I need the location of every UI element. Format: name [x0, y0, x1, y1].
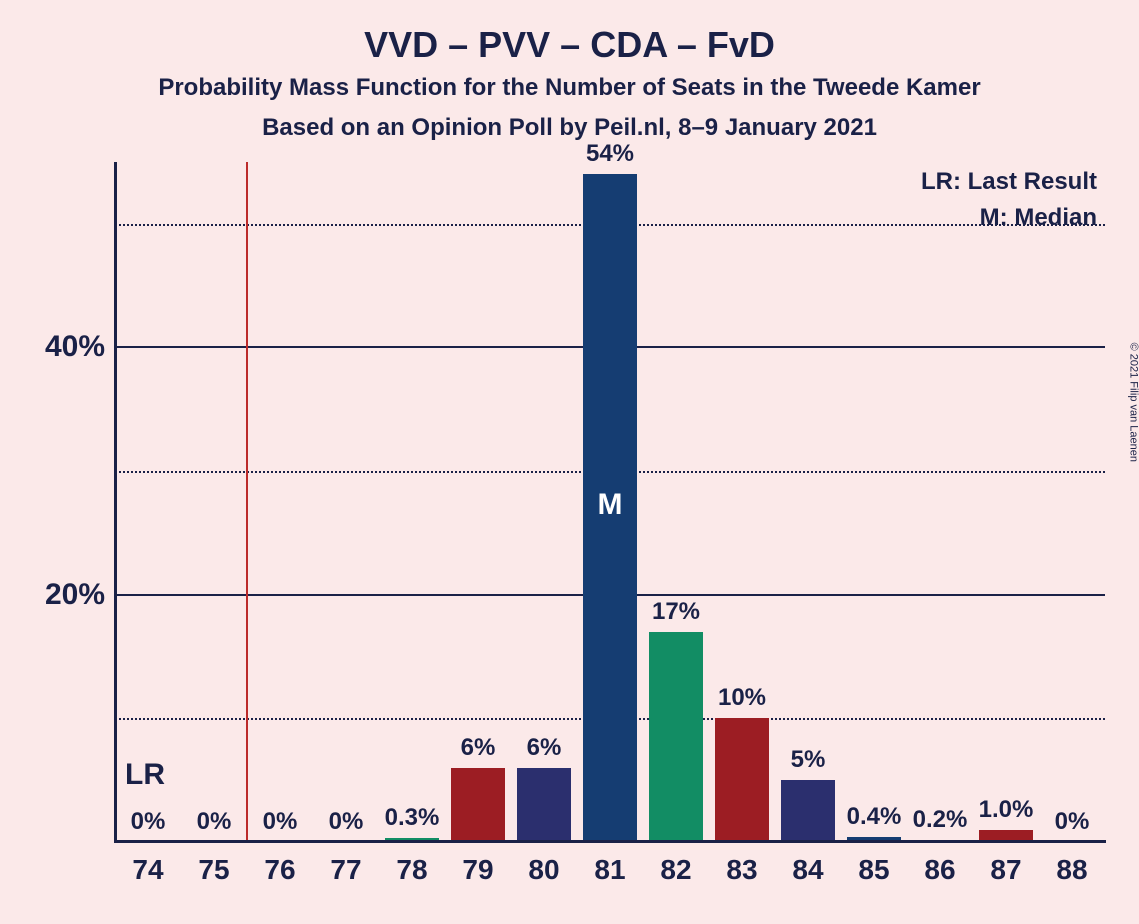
bar-value-label: 0% — [131, 808, 166, 836]
bar-value-label: 0% — [1055, 808, 1090, 836]
xtick-label: 82 — [660, 842, 691, 886]
chart-subtitle-1: Probability Mass Function for the Number… — [0, 74, 1139, 102]
xtick-label: 77 — [330, 842, 361, 886]
bar-value-label: 0% — [329, 808, 364, 836]
xtick-label: 76 — [264, 842, 295, 886]
bar — [781, 780, 835, 842]
last-result-line — [246, 162, 248, 842]
bar-value-label: 1.0% — [979, 796, 1034, 824]
bar-value-label: 0.4% — [847, 803, 902, 831]
legend-lr: LR: Last Result — [921, 168, 1097, 196]
xtick-label: 80 — [528, 842, 559, 886]
xtick-label: 83 — [726, 842, 757, 886]
ytick-label: 40% — [45, 330, 115, 364]
xtick-label: 86 — [924, 842, 955, 886]
plot-area: LR: Last Result M: Median 20%40%LR0%740%… — [115, 162, 1105, 842]
xtick-label: 79 — [462, 842, 493, 886]
xtick-label: 74 — [132, 842, 163, 886]
bar-value-label: 6% — [527, 734, 562, 762]
xtick-label: 84 — [792, 842, 823, 886]
xtick-label: 81 — [594, 842, 625, 886]
xtick-label: 75 — [198, 842, 229, 886]
bar-value-label: 5% — [791, 746, 826, 774]
xtick-label: 78 — [396, 842, 427, 886]
bar — [451, 768, 505, 842]
y-axis — [114, 162, 117, 842]
chart-container: VVD – PVV – CDA – FvD Probability Mass F… — [0, 0, 1139, 924]
bar — [649, 632, 703, 842]
xtick-label: 88 — [1056, 842, 1087, 886]
bar-value-label: 0% — [197, 808, 232, 836]
bar-value-label: 0.3% — [385, 804, 440, 832]
bar-value-label: 6% — [461, 734, 496, 762]
bar-value-label: 0.2% — [913, 806, 968, 834]
ytick-label: 20% — [45, 578, 115, 612]
bar — [715, 718, 769, 842]
xtick-label: 87 — [990, 842, 1021, 886]
x-axis — [114, 840, 1106, 843]
copyright-text: © 2021 Filip van Laenen — [1127, 343, 1139, 462]
bar — [517, 768, 571, 842]
chart-title: VVD – PVV – CDA – FvD — [0, 24, 1139, 66]
last-result-label: LR — [125, 758, 165, 792]
bar-value-label: 10% — [718, 684, 766, 712]
chart-subtitle-2: Based on an Opinion Poll by Peil.nl, 8–9… — [0, 114, 1139, 142]
bar-value-label: 0% — [263, 808, 298, 836]
bar-value-label: 54% — [586, 140, 634, 168]
median-label: M — [598, 488, 623, 522]
legend-m: M: Median — [980, 204, 1097, 232]
xtick-label: 85 — [858, 842, 889, 886]
bar-value-label: 17% — [652, 598, 700, 626]
